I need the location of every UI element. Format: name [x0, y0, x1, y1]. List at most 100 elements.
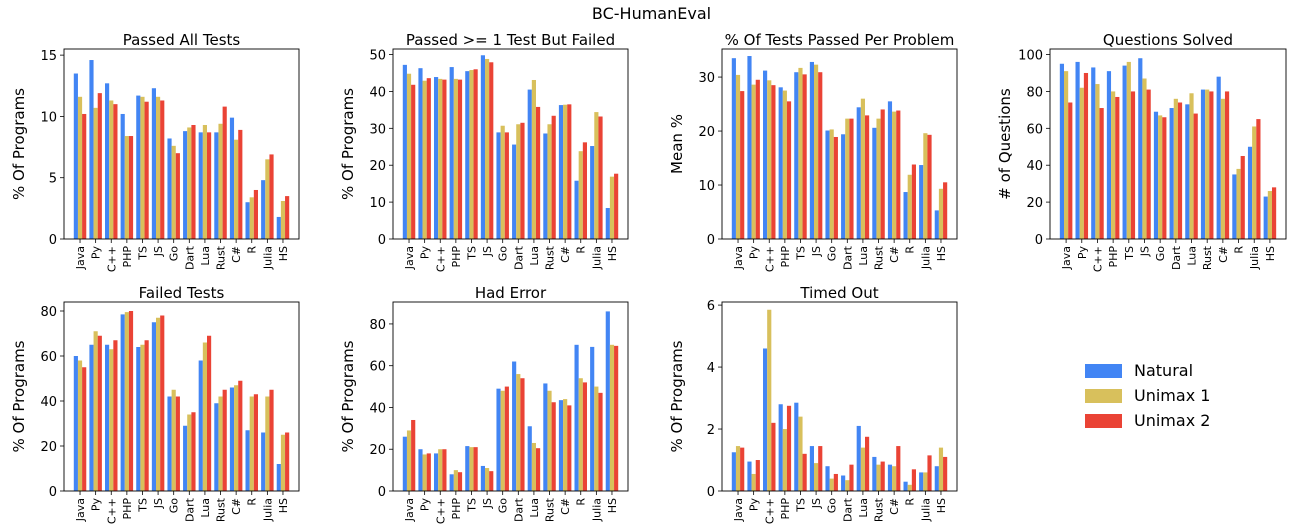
subplot-title: Timed Out — [799, 284, 878, 302]
bar-natural-r — [574, 344, 579, 491]
x-tick-label: PHP — [779, 246, 792, 268]
bar-unimax-1-php — [1111, 91, 1116, 240]
bar-unimax-2-r — [911, 164, 916, 239]
plot-frame — [63, 301, 300, 492]
bar-unimax-1-lua — [202, 342, 207, 491]
bar-unimax-2-c — [896, 446, 901, 491]
bar-unimax-2-c — [567, 104, 572, 239]
bar-natural-c — [105, 344, 110, 491]
bar-natural-lua — [1185, 104, 1190, 239]
bar-natural-r — [245, 202, 250, 239]
bar-unimax-2-rust — [551, 402, 556, 491]
bar-natural-r — [574, 180, 579, 239]
bar-natural-py — [89, 344, 94, 491]
x-tick-label: Dart — [841, 497, 854, 522]
bar-unimax-2-ts — [802, 74, 807, 240]
subplot-title: Passed All Tests — [123, 31, 241, 49]
x-tick-label: Rust — [873, 497, 886, 522]
bar-natural-dart — [841, 134, 846, 239]
bar-unimax-1-java — [735, 74, 741, 239]
bar-natural-ts — [465, 446, 470, 491]
x-tick-label: C++ — [105, 246, 118, 272]
y-tick-label: 0 — [378, 233, 386, 248]
x-tick-label: Lua — [199, 246, 212, 266]
bar-unimax-1-c — [892, 466, 897, 491]
bar-unimax-2-go — [175, 396, 180, 491]
bar-unimax-1-hs — [1267, 191, 1272, 239]
bar-unimax-1-go — [171, 389, 176, 491]
bar-natural-hs — [276, 216, 281, 239]
bar-unimax-2-r — [253, 394, 258, 491]
bar-unimax-2-dart — [520, 378, 525, 491]
bar-natural-dart — [841, 475, 846, 491]
bar-unimax-1-lua — [860, 447, 865, 491]
bar-unimax-1-ts — [798, 67, 803, 239]
bar-unimax-2-go — [504, 132, 509, 239]
x-tick-label: Julia — [590, 246, 603, 270]
bar-unimax-1-dart — [187, 127, 192, 239]
bar-unimax-2-hs — [943, 182, 948, 239]
bar-unimax-2-julia — [598, 116, 603, 239]
bar-unimax-1-r — [249, 197, 254, 239]
bar-natural-lua — [527, 426, 532, 491]
bar-unimax-2-c — [442, 79, 447, 240]
plot-frame — [1049, 48, 1287, 240]
bar-natural-py — [418, 449, 423, 491]
x-tick-label: Julia — [261, 246, 274, 270]
x-tick-label: JS — [481, 246, 494, 257]
bar-natural-ts — [794, 72, 799, 240]
y-tick-label: 60 — [1026, 122, 1043, 137]
bar-unimax-1-java — [77, 360, 83, 491]
x-tick-label: R — [575, 246, 588, 254]
x-tick-label: TS — [465, 498, 478, 513]
y-tick-label: 0 — [707, 233, 715, 248]
bar-unimax-1-java — [406, 430, 412, 491]
bar-natural-php — [120, 314, 125, 492]
bar-unimax-2-dart — [1177, 102, 1183, 239]
y-tick-label: 50 — [369, 49, 386, 64]
bar-natural-julia — [590, 346, 595, 491]
bar-unimax-2-java — [411, 84, 416, 239]
bar-unimax-2-php — [786, 405, 792, 491]
bar-unimax-1-julia — [594, 386, 599, 491]
x-tick-label: Java — [403, 498, 416, 522]
bar-unimax-1-c — [109, 349, 114, 491]
bar-unimax-2-js — [818, 446, 823, 491]
x-tick-label: JS — [481, 498, 494, 509]
x-tick-label: R — [904, 246, 917, 254]
y-tick-label: 60 — [40, 350, 57, 365]
bar-natural-dart — [1169, 108, 1174, 239]
bar-natural-c — [887, 101, 893, 239]
bar-unimax-2-hs — [1271, 187, 1277, 239]
bar-natural-lua — [198, 132, 203, 239]
bar-unimax-1-go — [1158, 115, 1163, 239]
x-tick-label: Go — [1154, 246, 1167, 262]
y-tick-label: 40 — [1026, 159, 1043, 174]
x-tick-label: PHP — [450, 246, 463, 268]
bar-unimax-1-hs — [280, 201, 286, 239]
bar-unimax-2-julia — [598, 392, 603, 491]
bar-unimax-1-java — [77, 96, 83, 239]
bar-natural-ts — [465, 71, 470, 239]
y-tick-label: 100 — [1018, 49, 1043, 64]
bar-unimax-2-c — [238, 129, 243, 239]
bar-unimax-1-c — [1095, 84, 1100, 239]
x-tick-label: R — [246, 246, 259, 254]
bar-unimax-1-c — [109, 100, 114, 239]
bar-natural-java — [73, 73, 78, 240]
bar-natural-php — [778, 404, 783, 491]
bar-natural-go — [825, 130, 830, 239]
bar-unimax-2-hs — [943, 456, 948, 491]
x-tick-label: C++ — [105, 498, 118, 524]
bar-unimax-1-c — [438, 78, 443, 239]
bar-unimax-2-julia — [927, 455, 932, 491]
subplot-of-tests-passed-per-problem: % Of Tests Passed Per Problem Mean % 0 10 20… — [668, 31, 958, 272]
x-tick-label: Py — [419, 498, 432, 512]
bar-unimax-1-ts — [1126, 61, 1131, 239]
bar-unimax-2-c — [1099, 108, 1104, 239]
bar-unimax-1-c — [1220, 98, 1225, 239]
y-axis-label: % Of Programs — [668, 340, 686, 452]
x-tick-label: TS — [136, 498, 149, 513]
bar-natural-js — [809, 446, 814, 491]
